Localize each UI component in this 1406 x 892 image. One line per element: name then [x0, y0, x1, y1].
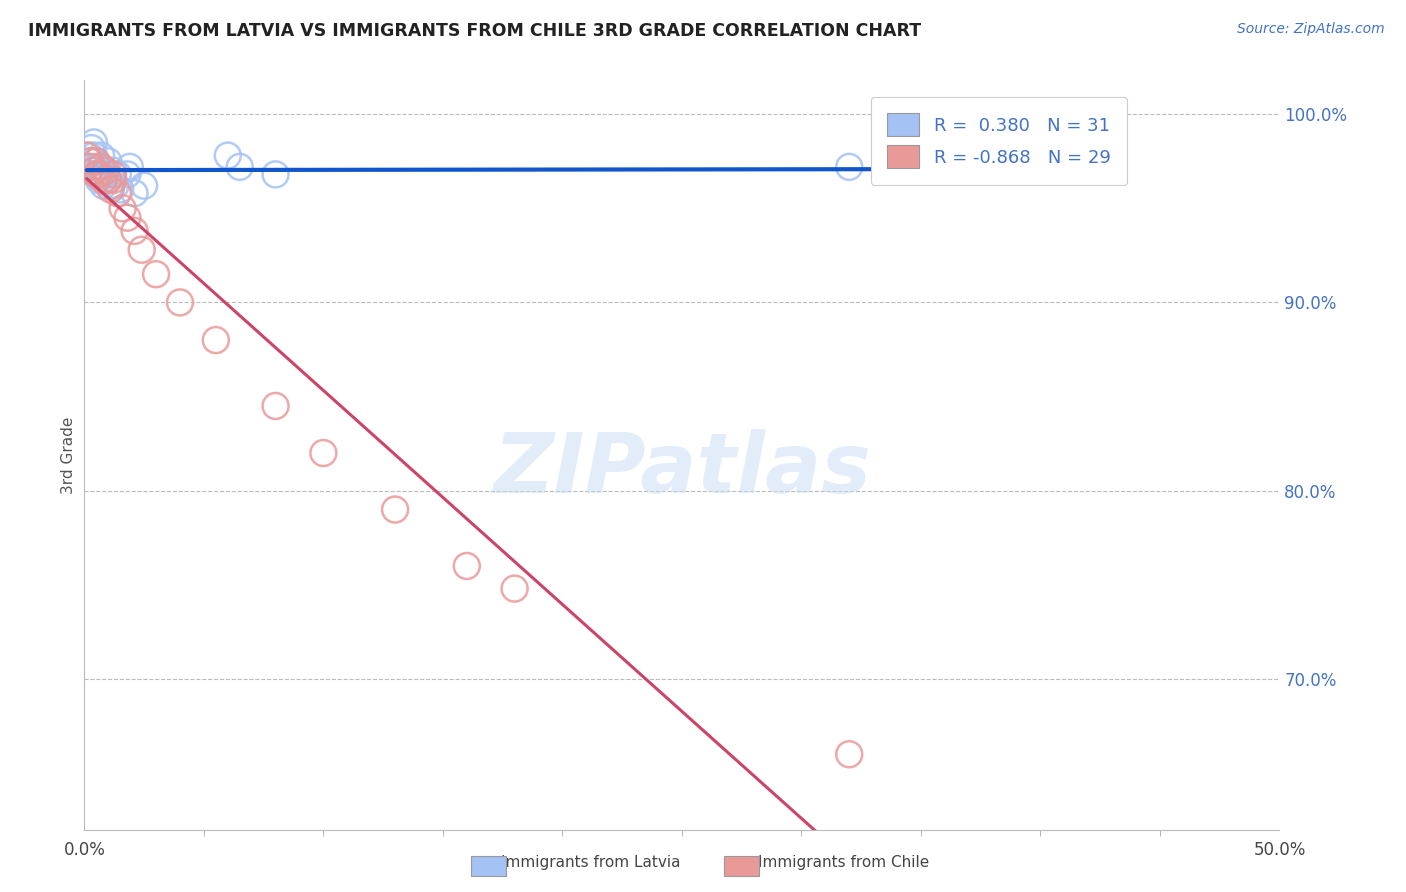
Point	[169, 295, 191, 310]
Point	[145, 267, 167, 281]
Point	[97, 154, 120, 169]
Point	[93, 163, 115, 178]
Point	[90, 160, 112, 174]
Text: ZIPatlas: ZIPatlas	[494, 429, 870, 510]
Point	[86, 154, 108, 169]
Text: Immigrants from Chile: Immigrants from Chile	[758, 855, 929, 870]
Point	[264, 168, 287, 182]
Point	[205, 333, 228, 347]
Point	[94, 168, 117, 182]
Point	[80, 160, 103, 174]
Point	[97, 173, 120, 187]
Point	[117, 168, 139, 182]
Point	[838, 747, 860, 762]
Point	[100, 178, 122, 193]
Point	[77, 154, 100, 169]
Point	[93, 173, 115, 187]
Point	[90, 148, 112, 162]
Point	[132, 178, 156, 193]
Point	[229, 160, 252, 174]
Point	[312, 446, 335, 460]
Point	[76, 148, 98, 162]
Point	[87, 160, 110, 174]
Text: IMMIGRANTS FROM LATVIA VS IMMIGRANTS FROM CHILE 3RD GRADE CORRELATION CHART: IMMIGRANTS FROM LATVIA VS IMMIGRANTS FRO…	[28, 22, 921, 40]
Point	[86, 160, 108, 174]
Point	[838, 160, 860, 174]
Point	[456, 559, 478, 574]
Point	[104, 178, 127, 193]
Point	[97, 173, 120, 187]
Point	[80, 141, 103, 155]
Point	[124, 224, 146, 238]
Point	[80, 154, 103, 169]
Point	[100, 182, 122, 196]
Point	[93, 178, 115, 193]
Point	[124, 186, 146, 201]
Point	[384, 502, 406, 516]
Point	[107, 168, 129, 182]
Point	[264, 399, 287, 413]
Point	[94, 163, 117, 178]
Point	[93, 173, 115, 187]
Point	[83, 163, 105, 178]
Point	[117, 211, 139, 225]
Point	[83, 136, 105, 150]
Point	[87, 173, 110, 187]
Point	[86, 168, 108, 182]
Point	[101, 173, 124, 187]
Point	[107, 186, 129, 201]
Text: Immigrants from Latvia: Immigrants from Latvia	[501, 855, 681, 870]
Point	[111, 202, 134, 216]
Point	[118, 160, 141, 174]
Point	[131, 243, 153, 257]
Point	[76, 160, 98, 174]
Point	[86, 154, 108, 169]
Y-axis label: 3rd Grade: 3rd Grade	[60, 417, 76, 493]
Legend: R =  0.380   N = 31, R = -0.868   N = 29: R = 0.380 N = 31, R = -0.868 N = 29	[870, 97, 1128, 185]
Text: Source: ZipAtlas.com: Source: ZipAtlas.com	[1237, 22, 1385, 37]
Point	[503, 582, 526, 596]
Point	[83, 148, 105, 162]
Point	[77, 148, 100, 162]
Point	[101, 168, 124, 182]
Point	[110, 182, 132, 196]
Point	[86, 168, 108, 182]
Point	[90, 168, 112, 182]
Point	[87, 168, 110, 182]
Point	[101, 163, 124, 178]
Point	[217, 148, 239, 162]
